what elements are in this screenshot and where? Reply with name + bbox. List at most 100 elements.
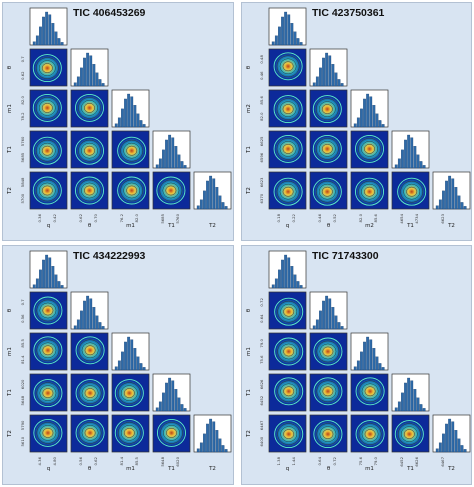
histogram-bar <box>353 123 357 128</box>
histogram-bar <box>136 356 140 371</box>
histogram-bar <box>442 433 445 453</box>
histogram-bar <box>224 206 228 210</box>
corner-plot-title: TIC 406453269 <box>73 7 146 19</box>
histogram-bar <box>287 14 291 46</box>
density-contour <box>358 180 381 203</box>
histogram-bar <box>215 430 219 453</box>
histogram-bar <box>463 206 467 210</box>
y-tick-label: 0.56 <box>20 314 25 323</box>
histogram-bar <box>378 363 382 371</box>
y-axis-label: T1 <box>7 389 13 397</box>
y-tick-label: 75.6 <box>259 355 264 364</box>
y-axis-label: θ <box>7 65 13 69</box>
histogram-bar <box>73 82 77 87</box>
x-axis-label: q <box>47 223 51 229</box>
histogram-bar <box>155 164 159 169</box>
density-heatmap <box>353 418 387 450</box>
density-contour <box>322 386 334 397</box>
histogram-bar <box>45 11 49 46</box>
histogram-bar <box>419 404 423 412</box>
histogram-bar <box>438 442 442 453</box>
density-contour <box>114 379 144 408</box>
histogram-bar <box>48 14 52 46</box>
density-contour <box>75 418 105 447</box>
x-axis-label: T2 <box>208 223 216 229</box>
x-axis-label: m1 <box>126 223 135 229</box>
corner-plot-panel-4: θ 0.72 0.64 m1 79.0 75.6 T1 6626 6452 T2 6467 6400 1… <box>241 245 472 485</box>
histogram-bar <box>366 93 370 128</box>
density-heatmap <box>31 135 64 167</box>
histogram-bar <box>407 377 411 412</box>
density-contour <box>273 134 303 163</box>
y-tick-label: 6596 <box>259 152 264 162</box>
x-tick-label: 85.6 <box>373 213 378 222</box>
y-axis-label: m1 <box>7 347 13 356</box>
y-tick-label: 78.2 <box>20 112 25 121</box>
histogram-bar <box>363 341 366 371</box>
y-tick-label: 5685 <box>20 152 25 162</box>
density-contour <box>38 142 56 159</box>
density-contour <box>84 145 95 156</box>
histogram-bar <box>331 307 335 330</box>
density-contour <box>120 425 138 441</box>
density-contour <box>123 388 135 398</box>
density-contour <box>321 104 333 114</box>
histogram-bar <box>203 433 206 453</box>
x-tick-label: 1.38 <box>276 456 281 465</box>
histogram-bar <box>319 67 322 87</box>
histogram-bar <box>281 16 284 46</box>
histogram-bar <box>180 404 184 412</box>
histogram-bar <box>448 418 452 453</box>
density-contour <box>280 303 298 320</box>
histogram-bar <box>165 382 168 412</box>
density-contour <box>35 57 59 79</box>
x-tick-label: 6020 <box>175 456 180 466</box>
x-axis-label: θ <box>327 466 331 472</box>
y-axis-label: T2 <box>7 430 13 438</box>
y-tick-label: 0.62 <box>20 71 25 80</box>
y-axis-label: T1 <box>246 389 252 397</box>
histogram-bar <box>155 407 159 412</box>
density-contour <box>279 183 297 200</box>
corner-plot-panel-1: θ 0.7 0.62 m1 82.0 78.2 T1 5760 5685 T2 5848 5700 0.… <box>2 2 234 241</box>
density-heatmap <box>73 135 106 167</box>
histogram-bar <box>451 178 455 210</box>
density-contour <box>156 176 186 205</box>
x-tick-label: 6626 <box>414 456 419 466</box>
histogram-bar <box>460 202 464 210</box>
density-contour <box>32 54 62 83</box>
density-contour <box>33 379 63 408</box>
histogram-bar <box>121 351 124 371</box>
histogram-bar <box>340 83 344 87</box>
x-tick-label: 0.52 <box>332 213 337 222</box>
density-contour <box>78 339 102 362</box>
density-contour <box>400 426 418 442</box>
y-tick-label: 85.5 <box>20 339 25 348</box>
histogram-bar <box>407 134 411 169</box>
x-axis-label: T2 <box>208 466 216 472</box>
x-tick-label: 6467 <box>440 456 445 466</box>
density-contour <box>276 98 300 120</box>
histogram-bar <box>196 205 200 210</box>
y-axis-label: θ <box>7 308 13 312</box>
density-contour <box>394 420 424 449</box>
x-tick-label: 0.62 <box>93 456 98 465</box>
histogram-bar <box>48 257 52 289</box>
histogram-bar <box>366 336 370 371</box>
histogram-bar <box>445 180 448 210</box>
corner-plot-2: θ0.480.46m285.682.0T166256596T2662363700… <box>246 7 471 229</box>
histogram-bar <box>381 124 385 128</box>
density-heatmap <box>73 377 107 409</box>
x-axis-label: T2 <box>447 466 455 472</box>
histogram-bar <box>42 259 45 289</box>
x-tick-label: 0.36 <box>37 213 42 222</box>
histogram-bar <box>139 120 143 128</box>
density-contour <box>36 422 60 444</box>
x-tick-label: 76.2 <box>119 213 124 222</box>
density-contour <box>313 337 343 366</box>
x-tick-label: 82.0 <box>134 213 139 222</box>
x-tick-label: 5685 <box>160 213 165 223</box>
x-axis-label: q <box>286 466 290 472</box>
histogram-bar <box>117 117 121 128</box>
density-heatmap <box>271 176 305 208</box>
